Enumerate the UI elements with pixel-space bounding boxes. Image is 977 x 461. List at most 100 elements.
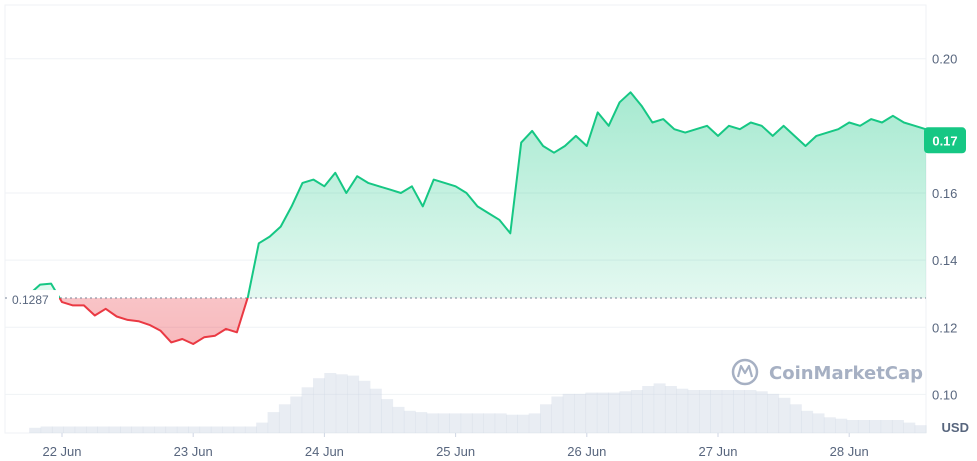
- volume-bar: [290, 396, 303, 433]
- volume-bar: [483, 413, 496, 433]
- volume-bar: [244, 426, 257, 433]
- volume-bar: [415, 412, 428, 433]
- volume-bar: [40, 426, 53, 433]
- volume-bar: [562, 393, 575, 433]
- y-tick-label: 0.16: [932, 186, 957, 201]
- volume-bar: [767, 393, 780, 433]
- volume-bar: [506, 414, 518, 433]
- baseline-label: 0.1287: [7, 290, 59, 309]
- volume-bar: [176, 426, 189, 433]
- y-tick-label: 0.20: [932, 52, 957, 67]
- volume-bar: [789, 404, 802, 433]
- volume-bar: [857, 420, 870, 433]
- volume-bar: [188, 426, 201, 433]
- y-tick-label: 0.14: [932, 253, 957, 268]
- volume-bar: [551, 396, 564, 433]
- volume-bar: [642, 386, 655, 433]
- volume-bar: [256, 422, 269, 433]
- volume-bar: [108, 426, 121, 433]
- baseline-value: 0.1287: [12, 293, 49, 307]
- volume-bar: [358, 380, 371, 433]
- volume-bar: [517, 414, 530, 433]
- coinmarketcap-logo-icon: [731, 358, 759, 386]
- volume-bar: [369, 388, 382, 433]
- volume-bar: [710, 390, 723, 433]
- volume-bar: [199, 426, 212, 433]
- volume-bar: [460, 413, 473, 433]
- volume-bar: [494, 413, 507, 433]
- x-tick-label: 27 Jun: [698, 444, 737, 459]
- volume-bar: [596, 392, 609, 433]
- volume-bar: [528, 413, 541, 433]
- volume-bar: [301, 387, 314, 433]
- price-line-below: [58, 298, 249, 345]
- volume-bar: [324, 373, 337, 433]
- volume-bar: [222, 426, 235, 433]
- volume-bar: [165, 426, 178, 433]
- volume-bar: [903, 422, 916, 433]
- volume-bar: [426, 413, 439, 433]
- volume-bar: [347, 375, 360, 433]
- x-tick-label: 24 Jun: [305, 444, 344, 459]
- volume-bar: [86, 426, 98, 433]
- volume-bar: [699, 390, 711, 433]
- volume-bar: [608, 392, 621, 433]
- volume-bar: [869, 420, 882, 433]
- volume-bar: [540, 404, 552, 433]
- coinmarketcap-watermark: CoinMarketCap: [731, 358, 923, 386]
- volume-bar: [880, 420, 893, 433]
- volume-bar: [233, 426, 246, 433]
- watermark-text: CoinMarketCap: [769, 363, 923, 384]
- volume-bar: [721, 390, 734, 433]
- volume-bar: [449, 413, 462, 433]
- coinmarketcap-logo-mark: [736, 364, 754, 378]
- price-line-above: [28, 91, 926, 299]
- volume-bar: [891, 420, 904, 433]
- volume-bar: [403, 410, 416, 433]
- volume-bar: [210, 426, 223, 433]
- volume-bar: [51, 426, 64, 433]
- area-fill-below-baseline: [29, 298, 926, 344]
- volume-bar: [744, 390, 757, 433]
- volume-bar: [471, 413, 484, 433]
- currency-label: USD: [942, 420, 969, 435]
- current-price-value: 0.17: [932, 133, 957, 148]
- volume-bar: [142, 426, 155, 433]
- volume-bar: [630, 390, 643, 433]
- volume-bar: [29, 427, 42, 433]
- volume-bar: [846, 420, 859, 433]
- x-tick-label: 22 Jun: [42, 444, 81, 459]
- volume-bar: [778, 397, 791, 433]
- volume-bar: [676, 388, 689, 433]
- volume-bar: [381, 399, 394, 433]
- volume-bar: [335, 374, 348, 433]
- volume-bar: [664, 386, 677, 433]
- volume-bar: [619, 391, 632, 433]
- volume-bar: [392, 406, 405, 433]
- volume-bar: [74, 426, 87, 433]
- x-tick-label: 28 Jun: [830, 444, 869, 459]
- current-price-badge: 0.17: [924, 127, 966, 154]
- volume-bars: [29, 373, 927, 433]
- area-fill-above-baseline: [29, 92, 926, 299]
- volume-bar: [835, 418, 848, 433]
- volume-bar: [914, 425, 927, 433]
- y-axis: 0.20 0.16 0.14 0.12 0.10: [932, 52, 957, 403]
- volume-bar: [63, 426, 76, 433]
- volume-bar: [278, 404, 291, 433]
- x-tick-label: 23 Jun: [174, 444, 213, 459]
- x-axis: 22 Jun 23 Jun 24 Jun 25 Jun 26 Jun 27 Jun 28 J…: [42, 433, 869, 459]
- y-tick-label: 0.10: [932, 387, 957, 402]
- volume-bar: [120, 426, 132, 433]
- volume-bar: [801, 410, 814, 433]
- volume-bar: [687, 390, 700, 433]
- volume-bar: [812, 413, 825, 433]
- volume-bar: [733, 390, 745, 433]
- y-tick-label: 0.12: [932, 320, 957, 335]
- volume-bar: [313, 378, 325, 433]
- volume-bar: [437, 413, 450, 433]
- x-tick-label: 25 Jun: [436, 444, 475, 459]
- volume-bar: [585, 392, 598, 433]
- x-tick-label: 26 Jun: [567, 444, 606, 459]
